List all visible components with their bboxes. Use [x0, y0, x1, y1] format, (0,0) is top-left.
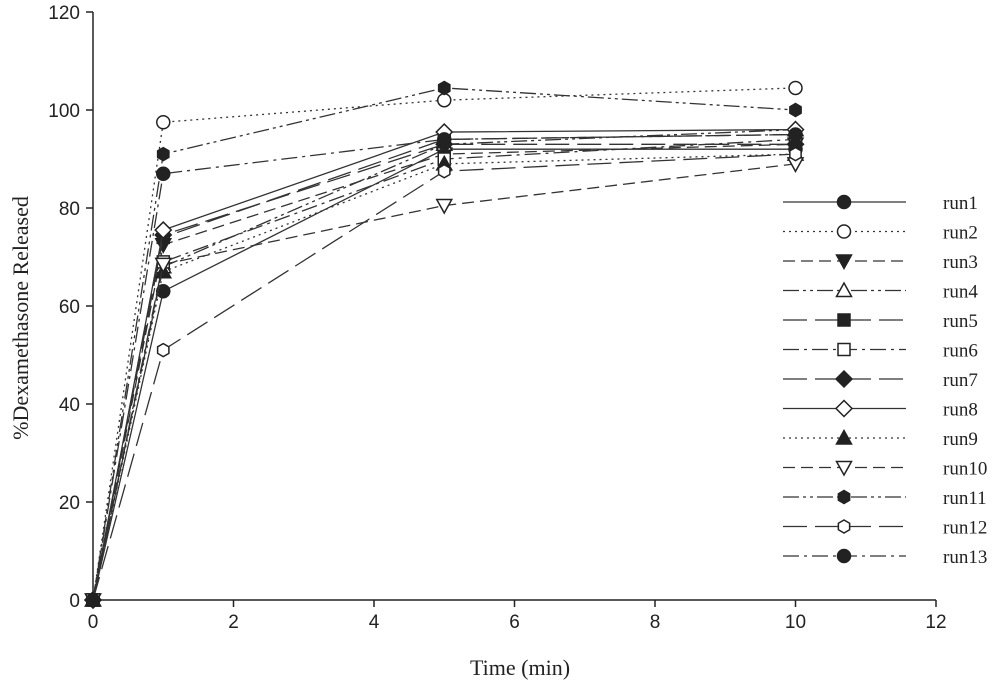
- legend-marker: [834, 399, 854, 418]
- legend-label: run10: [943, 459, 987, 480]
- legend-label: run8: [943, 400, 978, 421]
- data-point-run2: [156, 115, 171, 130]
- y-tick-label: 40: [59, 395, 80, 416]
- data-point-run11: [789, 102, 802, 118]
- data-point-run8: [154, 220, 173, 240]
- legend-label: run4: [943, 282, 978, 303]
- y-tick-label: 0: [69, 591, 80, 612]
- legend-label: run7: [943, 370, 978, 391]
- legend-marker: [837, 342, 851, 357]
- legend-marker: [837, 313, 851, 327]
- y-tick-label: 60: [59, 297, 80, 318]
- legend-marker: [835, 254, 853, 271]
- series-run4: [84, 120, 805, 607]
- legend-marker: [835, 428, 853, 445]
- series-line-run5: [92, 133, 796, 601]
- data-point-run11: [156, 146, 170, 162]
- series-line-run1: [92, 148, 796, 601]
- series-line-run11: [92, 87, 796, 601]
- legend-label: run13: [943, 547, 987, 568]
- legend-item-run5: run5: [783, 311, 978, 332]
- legend-label: run6: [943, 341, 978, 362]
- legend-label: run1: [943, 193, 978, 214]
- y-tick-label: 80: [59, 199, 80, 220]
- legend-marker: [837, 489, 851, 505]
- y-tick-label: 20: [59, 493, 80, 514]
- legend-item-run11: run11: [783, 488, 987, 509]
- data-point-run10: [435, 198, 454, 215]
- data-point-run2: [437, 92, 452, 108]
- series-line-run9: [92, 153, 796, 601]
- series-line-run2: [92, 87, 796, 601]
- series-run13: [85, 127, 803, 608]
- legend-item-run2: run2: [783, 223, 978, 244]
- legend-label: run11: [943, 488, 987, 509]
- legend-label: run3: [943, 252, 978, 273]
- legend-item-run9: run9: [783, 428, 978, 450]
- legend-marker: [835, 281, 853, 298]
- data-point-run12: [789, 146, 802, 162]
- legend-item-run1: run1: [783, 193, 978, 214]
- legend-item-run4: run4: [783, 281, 978, 303]
- x-tick-label: 6: [509, 612, 520, 633]
- legend-label: run2: [943, 223, 978, 244]
- legend-item-run8: run8: [783, 399, 978, 421]
- x-tick-label: 10: [785, 612, 806, 633]
- legend-label: run12: [943, 518, 987, 539]
- data-point-run11: [437, 80, 451, 96]
- legend-label: run5: [943, 311, 978, 332]
- legend-item-run13: run13: [783, 547, 987, 568]
- data-point-run13: [788, 127, 803, 142]
- data-point-run12: [437, 163, 451, 179]
- series-line-run7: [92, 143, 796, 601]
- y-tick-label: 100: [48, 101, 80, 122]
- x-tick-label: 0: [88, 612, 99, 633]
- series-line-run10: [92, 163, 796, 601]
- series-run8: [83, 120, 805, 610]
- x-axis-title: Time (min): [470, 655, 570, 680]
- legend-marker: [836, 194, 852, 210]
- legend-marker: [837, 519, 851, 534]
- legend-marker: [836, 548, 852, 564]
- legend-marker: [834, 369, 854, 389]
- legend-item-run7: run7: [783, 369, 978, 391]
- legend-item-run3: run3: [783, 252, 978, 273]
- series-run12: [86, 146, 802, 608]
- legend-marker: [835, 460, 853, 477]
- series-run9: [84, 145, 805, 607]
- series-line-run6: [92, 138, 796, 601]
- legend-marker: [836, 224, 852, 239]
- legend-item-run10: run10: [783, 459, 987, 480]
- data-point-run13: [85, 592, 101, 608]
- series-line-run12: [92, 153, 796, 601]
- series-line-run8: [92, 128, 796, 601]
- legend: run1 run2 run3 run4 run5 run6 run7 run8 run9 run1…: [783, 193, 987, 568]
- series-run11: [86, 80, 802, 608]
- series-layer: [83, 80, 805, 610]
- y-axis-title: %Dexamethasone Released: [8, 196, 33, 440]
- data-point-run13: [156, 166, 171, 181]
- axes: 0 20 40 60 80 100 120 0 2 4 6 8 10 12: [48, 3, 946, 633]
- series-line-run13: [92, 133, 796, 601]
- legend-label: run9: [943, 429, 978, 450]
- legend-item-run6: run6: [783, 341, 978, 362]
- data-point-run12: [156, 342, 170, 358]
- x-tick-label: 4: [369, 612, 380, 633]
- legend-item-run12: run12: [783, 518, 987, 539]
- data-point-run2: [788, 80, 803, 96]
- x-tick-label: 8: [650, 612, 661, 633]
- data-point-run13: [437, 132, 452, 147]
- y-tick-label: 120: [48, 3, 80, 24]
- x-tick-label: 2: [228, 612, 239, 633]
- data-point-run10: [154, 257, 173, 274]
- x-tick-label: 12: [925, 612, 946, 633]
